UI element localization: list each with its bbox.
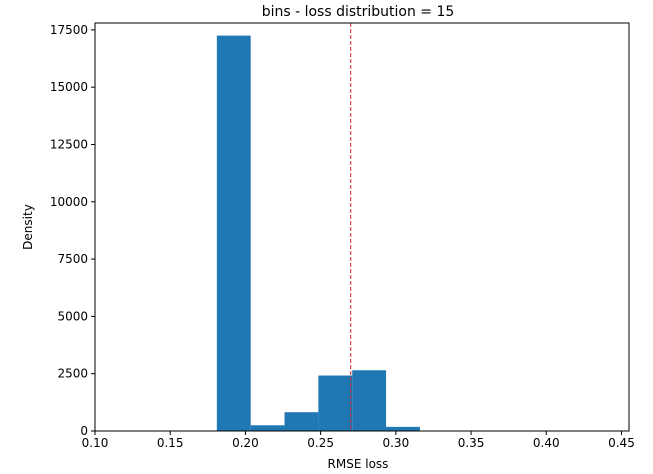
y-tick-label: 5000 [57, 309, 88, 323]
histogram-bar [352, 370, 387, 431]
plot-frame [94, 22, 630, 432]
x-tick-label: 0.40 [533, 436, 560, 450]
histogram-bar [386, 426, 420, 431]
x-axis-ticks: 0.10 0.15 0.20 0.25 0.30 0.35 0.40 0.45 [82, 431, 635, 450]
histogram-bar [318, 375, 353, 431]
y-tick-label: 2500 [57, 367, 88, 381]
x-tick-label: 0.35 [458, 436, 485, 450]
histogram-bars [216, 35, 420, 431]
chart-title: bins - loss distribution = 15 [262, 4, 455, 20]
x-tick-label: 0.25 [307, 436, 334, 450]
x-axis-label: RMSE loss [328, 457, 389, 471]
x-tick-label: 0.20 [232, 436, 259, 450]
x-tick-label: 0.30 [382, 436, 409, 450]
y-tick-label: 17500 [50, 23, 88, 37]
x-tick-label: 0.45 [608, 436, 635, 450]
x-tick-label: 0.10 [82, 436, 109, 450]
histogram-bar [216, 35, 251, 431]
y-tick-label: 0 [80, 424, 88, 438]
x-tick-label: 0.15 [157, 436, 184, 450]
histogram-bar [284, 412, 319, 431]
y-tick-label: 7500 [57, 252, 88, 266]
y-tick-label: 15000 [50, 80, 88, 94]
y-axis-ticks: 0 2500 5000 7500 10000 12500 15000 17500 [50, 23, 95, 438]
y-tick-label: 10000 [50, 195, 88, 209]
y-axis-label: Density [21, 204, 35, 250]
y-tick-label: 12500 [50, 137, 88, 151]
histogram-bar [250, 425, 285, 431]
